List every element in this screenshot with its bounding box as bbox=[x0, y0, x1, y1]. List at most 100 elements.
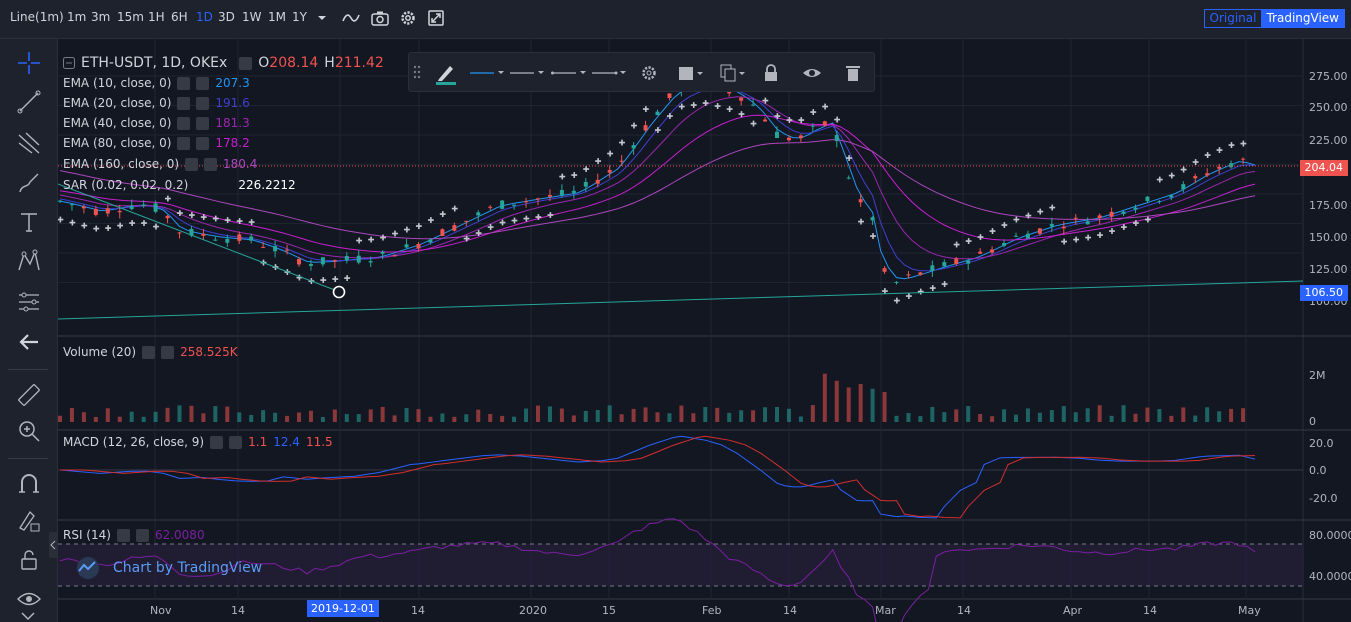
sar-marker: ✚ bbox=[487, 223, 494, 232]
close-icon[interactable] bbox=[196, 136, 210, 150]
candle-body bbox=[1014, 235, 1018, 237]
candle-body bbox=[428, 239, 433, 243]
volume-bar bbox=[822, 373, 827, 422]
fork-tool-icon[interactable] bbox=[16, 130, 42, 156]
interval-1h[interactable]: 1H bbox=[148, 10, 165, 24]
pattern-tool-icon[interactable] bbox=[16, 248, 42, 274]
macd-value-1: 1.1 bbox=[248, 435, 268, 449]
interval-1y[interactable]: 1Y bbox=[292, 10, 307, 24]
settings-icon[interactable] bbox=[116, 528, 130, 542]
sar-marker: ✚ bbox=[296, 274, 303, 283]
sar-marker: ✚ bbox=[105, 224, 112, 233]
sar-marker: ✚ bbox=[380, 233, 387, 242]
candle-body bbox=[607, 169, 612, 173]
candle-body bbox=[619, 160, 624, 162]
settings-gear-icon[interactable] bbox=[639, 63, 659, 83]
settings-icon[interactable] bbox=[177, 76, 191, 90]
interval-1m[interactable]: 1m bbox=[67, 10, 87, 24]
volume-bar bbox=[1193, 415, 1198, 422]
candle-body bbox=[990, 249, 995, 253]
settings-icon[interactable] bbox=[210, 435, 224, 449]
interval-3d[interactable]: 3D bbox=[218, 10, 235, 24]
close-icon[interactable] bbox=[161, 345, 175, 359]
settings-icon[interactable] bbox=[177, 116, 191, 130]
settings-icon[interactable] bbox=[177, 96, 191, 110]
close-icon[interactable] bbox=[229, 435, 243, 449]
volume-bar bbox=[739, 410, 744, 422]
settings-icon[interactable] bbox=[142, 345, 156, 359]
magnet-icon[interactable] bbox=[16, 470, 42, 496]
chevron-down-icon[interactable] bbox=[20, 610, 36, 622]
line-width-dropdown[interactable] bbox=[509, 63, 547, 83]
tradingview-watermark[interactable]: Chart by TradingView bbox=[73, 556, 262, 580]
back-arrow-icon[interactable] bbox=[16, 329, 42, 355]
lock-icon[interactable] bbox=[16, 547, 42, 573]
line-end-dropdown[interactable] bbox=[591, 63, 629, 83]
camera-icon[interactable] bbox=[371, 9, 389, 27]
volume-bar bbox=[775, 406, 779, 422]
candle-body bbox=[1097, 215, 1102, 219]
close-icon[interactable] bbox=[135, 528, 149, 542]
high-label: H bbox=[324, 55, 335, 71]
settings-icon[interactable] bbox=[239, 56, 253, 70]
volume-bar bbox=[691, 413, 696, 422]
trash-icon[interactable] bbox=[843, 63, 863, 83]
interval-3m[interactable]: 3m bbox=[91, 10, 111, 24]
crosshair-icon[interactable] bbox=[16, 50, 42, 76]
close-icon[interactable] bbox=[196, 116, 210, 130]
pencil-color-icon[interactable] bbox=[434, 61, 458, 85]
collapse-legend-icon[interactable] bbox=[63, 57, 75, 69]
candle-body bbox=[141, 204, 146, 206]
text-tool-icon[interactable] bbox=[16, 209, 42, 235]
lock-drawing-icon[interactable] bbox=[16, 508, 42, 534]
close-icon[interactable] bbox=[196, 96, 210, 110]
eye-icon[interactable] bbox=[16, 586, 42, 612]
indicator-wave-icon[interactable] bbox=[342, 9, 360, 27]
drag-handle-icon[interactable] bbox=[413, 65, 421, 79]
volume-bar bbox=[954, 409, 959, 422]
eye-icon[interactable] bbox=[802, 63, 822, 83]
volume-bar bbox=[165, 407, 170, 422]
interval-1mo[interactable]: 1M bbox=[268, 10, 286, 24]
sar-marker: ✚ bbox=[224, 216, 231, 225]
line-color-dropdown[interactable] bbox=[469, 63, 507, 83]
settings-icon[interactable] bbox=[177, 136, 191, 150]
chart-type-button[interactable]: Line(1m) bbox=[10, 10, 64, 24]
sar-marker: ✚ bbox=[141, 219, 148, 228]
ruler-icon[interactable] bbox=[16, 382, 42, 408]
volume-bar bbox=[368, 409, 373, 422]
volume-bar bbox=[1169, 415, 1174, 422]
line-style-dropdown[interactable] bbox=[551, 63, 589, 83]
interval-6h[interactable]: 6H bbox=[171, 10, 188, 24]
close-icon[interactable] bbox=[196, 76, 210, 90]
interval-1w[interactable]: 1W bbox=[242, 10, 262, 24]
sar-marker: ✚ bbox=[953, 240, 960, 249]
settings-icon[interactable] bbox=[185, 157, 199, 171]
sar-marker: ✚ bbox=[1168, 171, 1175, 180]
chart-canvas[interactable]: ✚ ✚ ✚ ✚ ✚ ✚ ✚ ✚ ✚ ✚ ✚ ✚ ✚ ✚ ✚ ✚ ✚ ✚ ✚ ✚ ✚ ✚ ✚ ✚ ✚ ✚ ✚ ✚ ✚ ✚ ✚ ✚ ✚ ✚ ✚ ✚ ✚ ✚ ✚ ✚… bbox=[58, 39, 1351, 622]
candle-body bbox=[751, 104, 756, 106]
close-icon[interactable] bbox=[204, 157, 218, 171]
collapse-toolbar-handle[interactable] bbox=[49, 532, 57, 558]
fullscreen-icon[interactable] bbox=[427, 9, 445, 27]
interval-1d[interactable]: 1D bbox=[196, 10, 213, 24]
gear-icon[interactable] bbox=[399, 9, 417, 27]
sar-marker: ✚ bbox=[117, 222, 124, 231]
chevron-down-icon[interactable] bbox=[313, 9, 331, 27]
visibility-layers-icon[interactable] bbox=[677, 63, 705, 83]
clone-icon[interactable] bbox=[719, 63, 747, 83]
volume-bar bbox=[1157, 409, 1162, 422]
zoom-in-icon[interactable] bbox=[16, 418, 42, 444]
candle-body bbox=[727, 91, 732, 94]
lock-icon[interactable] bbox=[761, 63, 781, 83]
brush-icon[interactable] bbox=[16, 170, 42, 196]
tradingview-cloud-icon bbox=[77, 557, 99, 579]
candle-body bbox=[858, 199, 863, 203]
view-original-button[interactable]: Original bbox=[1209, 11, 1257, 25]
fib-tool-icon[interactable] bbox=[16, 289, 42, 315]
candle-body bbox=[273, 246, 278, 252]
view-tradingview-button[interactable]: TradingView bbox=[1261, 10, 1344, 27]
trend-line-icon[interactable] bbox=[16, 89, 42, 115]
interval-15m[interactable]: 15m bbox=[117, 10, 144, 24]
volume-bar bbox=[942, 412, 947, 422]
